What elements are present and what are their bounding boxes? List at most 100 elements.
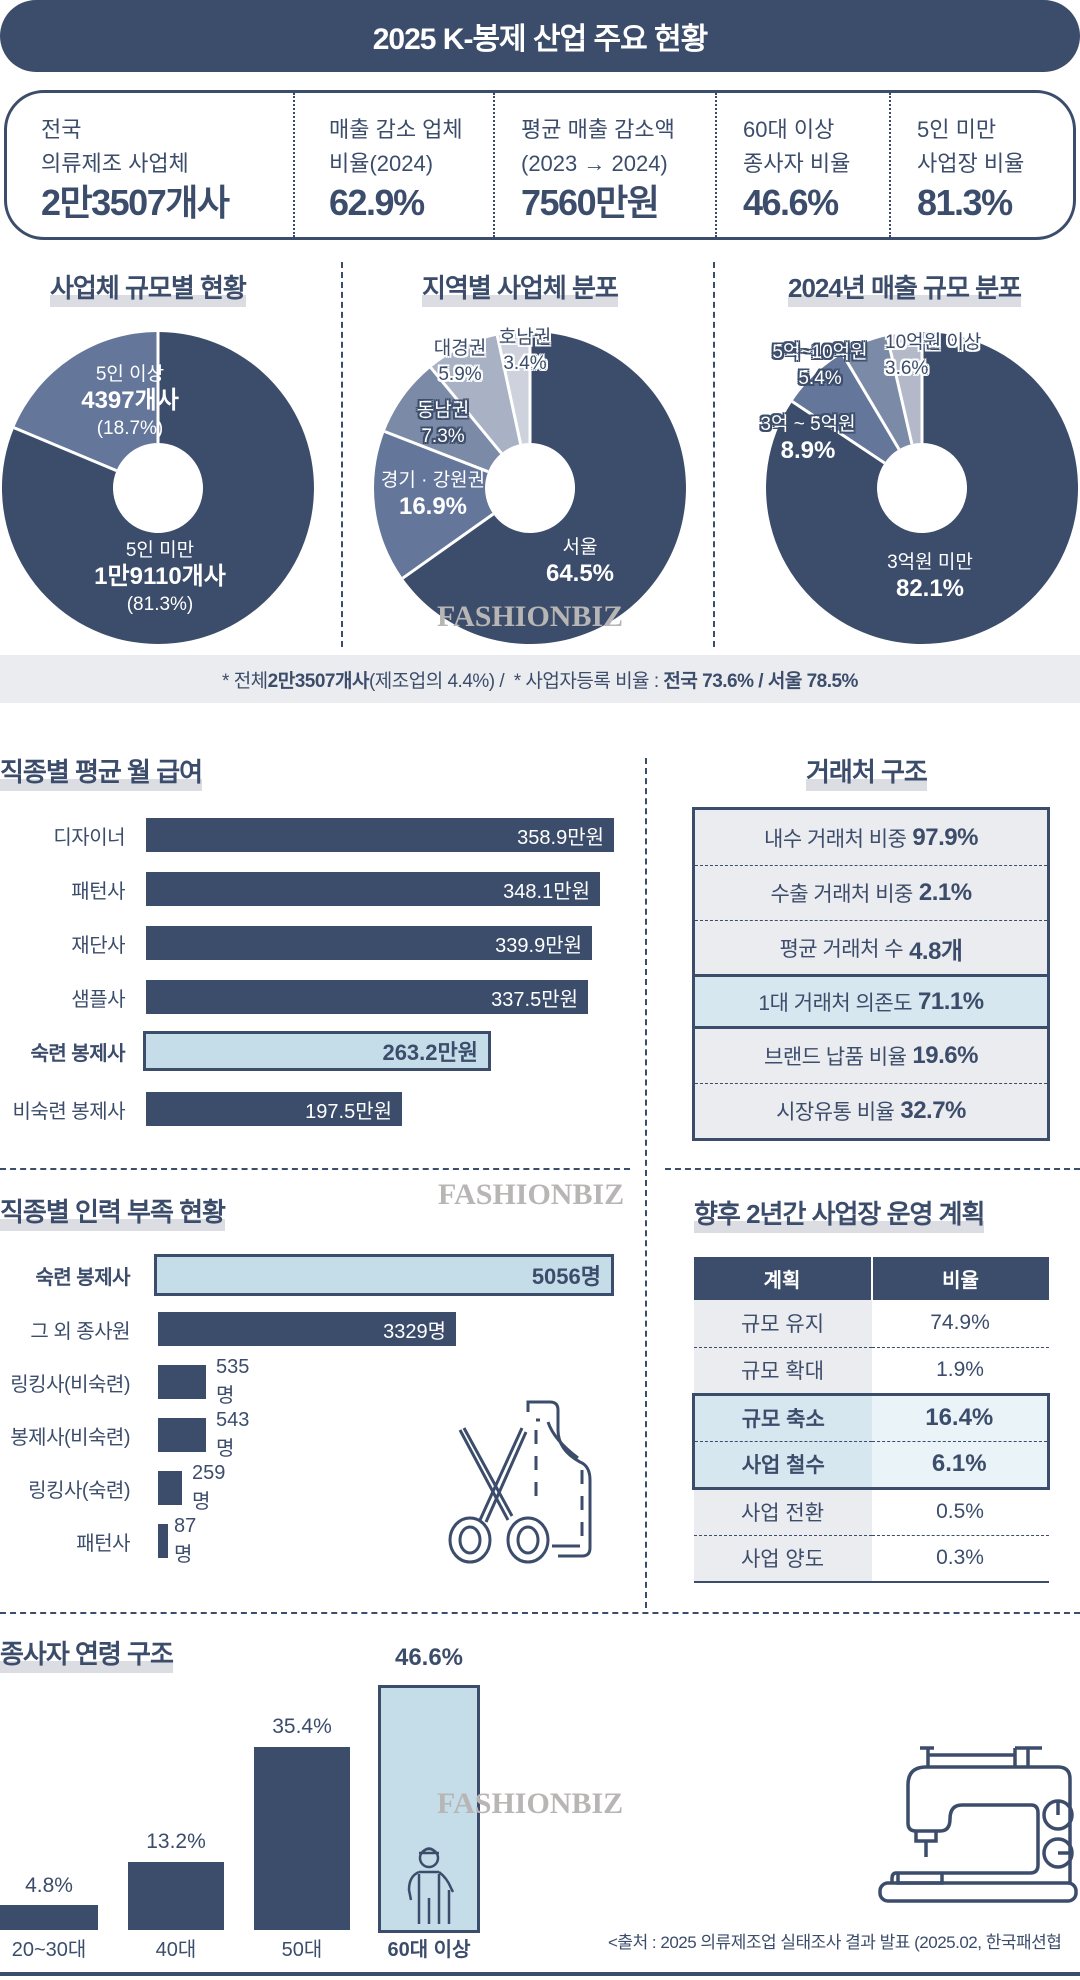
bar-row: 패턴사 348.1만원 <box>0 872 600 906</box>
slice-label-over10: 10억원 이상 3.6% <box>885 330 1015 382</box>
row-value: 4.8개 <box>909 937 963 965</box>
bar <box>158 1418 206 1452</box>
column-header-plan: 계획 <box>693 1257 872 1300</box>
slice-name: 5인 미만 <box>125 540 195 561</box>
slice-pct: 82.1% <box>895 575 965 602</box>
cell-ratio: 1.9% <box>871 1346 1049 1394</box>
note-text: (제조업의 4.4%) / * 사업자등록 비율 : <box>368 670 664 692</box>
kpi-label: 60대 이상 <box>743 117 835 142</box>
slice-pct: 3.6% <box>885 358 929 379</box>
bar-value: 543명 <box>216 1409 250 1460</box>
slice-label-under3: 3억원 미만 82.1% <box>870 550 990 604</box>
bar-label: 숙련 봉제사 <box>35 1266 130 1289</box>
scissors-pattern-icon <box>448 1400 592 1564</box>
row-label: 평균 거래처 수 <box>779 938 904 961</box>
slice-count: 4397개사 <box>81 387 179 414</box>
bar-value: 13.2% <box>146 1830 206 1853</box>
bar-20-30s <box>0 1905 98 1930</box>
divider <box>341 262 343 647</box>
page-title: 2025 K-봉제 산업 주요 현황 <box>0 0 1080 72</box>
bar-label: 숙련 봉제사 <box>30 1042 125 1065</box>
bar-label: 샘플사 <box>71 988 125 1011</box>
cell-plan: 사업 전환 <box>693 1487 872 1535</box>
bar <box>158 1471 182 1505</box>
slice-name: 동남권 <box>416 400 470 421</box>
kpi-summary: 전국 의류제조 사업체 2만3507개사 매출 감소 업체 비율(2024) 6… <box>4 90 1076 240</box>
bar <box>158 1524 168 1558</box>
slice-name: 5인 이상 <box>95 364 165 385</box>
bar-value: 535명 <box>216 1356 250 1407</box>
kpi-value: 62.9% <box>329 182 425 223</box>
kpi-over-60-ratio: 60대 이상 종사자 비율 46.6% <box>715 93 889 237</box>
section-title-age: 종사자 연령 구조 <box>0 1634 174 1673</box>
table-row: 규모 확대 1.9% <box>693 1346 1049 1394</box>
bar-highlighted: 263.2만원 <box>143 1031 491 1071</box>
slice-name: 3억 ~ 5억원 <box>760 414 856 435</box>
donut-chart-size <box>1 332 314 644</box>
row-value: 2.1% <box>918 879 972 906</box>
bar-value: 87명 <box>174 1515 197 1566</box>
row-value: 32.7% <box>900 1097 966 1124</box>
divider <box>645 758 647 1608</box>
kpi-under-5-ratio: 5인 미만 사업장 비율 81.3% <box>889 93 1073 237</box>
note-total: 2만3507개사 <box>267 670 370 692</box>
kpi-label: 사업장 비율 <box>917 151 1025 176</box>
slice-label-5to10: 5억~10억원 5.4% <box>755 340 885 392</box>
bar-label: 패턴사 <box>76 1532 130 1555</box>
slice-label-honam: 호남권 3.4% <box>480 325 570 377</box>
bar-value: 46.6% <box>394 1644 464 1671</box>
section-title-partners: 거래처 구조 <box>806 752 928 791</box>
kpi-label: (2023 → 2024) <box>521 151 668 176</box>
slice-name: 5억~10억원 <box>772 342 868 363</box>
age-bar-chart: 4.8% 13.2% 35.4% 46.6% <box>0 1600 500 1933</box>
kpi-value: 81.3% <box>917 182 1013 223</box>
slice-pct: 5.4% <box>798 368 842 389</box>
slice-pct: (18.7%) <box>96 418 164 439</box>
kpi-value: 2만3507개사 <box>41 182 230 223</box>
slice-pct: (81.3%) <box>126 594 194 615</box>
slice-name: 10억원 이상 <box>885 332 982 353</box>
source-citation: <출처 : 2025 의류제조업 실태조사 결과 발표 (2025.02, 한국… <box>608 1933 1062 1952</box>
partner-row: 수출 거래처 비중 2.1% <box>695 865 1047 920</box>
bar-highlighted: 5056명 <box>154 1254 614 1296</box>
table-row: 규모 유지 74.9% <box>693 1300 1049 1347</box>
bar-label: 비숙련 봉제사 <box>12 1100 126 1123</box>
cell-plan: 규모 축소 <box>692 1392 872 1441</box>
bar-60s-plus <box>378 1685 480 1933</box>
kpi-label: 전국 <box>41 117 82 142</box>
bar-value: 35.4% <box>272 1715 332 1738</box>
slice-pct: 7.3% <box>421 426 465 447</box>
bar-row: 숙련 봉제사 5056명 <box>0 1254 614 1296</box>
slice-label-dongnam: 동남권 7.3% <box>398 398 488 450</box>
slice-label-daegyeong: 대경권 5.9% <box>415 336 505 388</box>
bar-row: 그 외 종사원 3329명 <box>0 1312 456 1346</box>
divider <box>0 1612 1080 1614</box>
section-title-size: 사업체 규모별 현황 <box>50 268 247 307</box>
donut-chart-region <box>373 332 686 644</box>
row-label: 내수 거래처 비중 <box>764 827 907 851</box>
slice-name: 대경권 <box>433 338 487 359</box>
kpi-value: 46.6% <box>743 182 839 223</box>
slice-label-5plus: 5인 이상 4397개사 (18.7%) <box>60 362 200 442</box>
divider <box>665 1168 1080 1170</box>
slice-pct: 8.9% <box>780 437 836 464</box>
cell-plan: 규모 확대 <box>693 1346 872 1394</box>
slice-pct: 5.9% <box>438 364 482 385</box>
sewing-machine-icon <box>878 1746 1078 1903</box>
watermark: FASHIONBIZ <box>437 600 624 633</box>
table-row-highlighted: 규모 축소 16.4% <box>692 1392 1050 1441</box>
axis-label: 50대 <box>281 1939 323 1961</box>
slice-label-under5: 5인 미만 1만9110개사 (81.3%) <box>85 538 235 618</box>
cell-ratio: 74.9% <box>930 1311 990 1335</box>
partner-row: 내수 거래처 비중 97.9% <box>695 810 1047 865</box>
bar-50s <box>254 1747 350 1930</box>
kpi-total-businesses: 전국 의류제조 사업체 2만3507개사 <box>7 93 293 237</box>
slice-label-seoul: 서울 64.5% <box>530 535 630 589</box>
divider <box>713 262 715 647</box>
row-value: 97.9% <box>912 823 978 851</box>
slice-pct: 3.4% <box>503 353 547 374</box>
bar-label: 링킹사(숙련) <box>28 1479 130 1502</box>
note-registration: 전국 73.6% / 서울 78.5% <box>663 670 858 692</box>
row-label: 수출 거래처 비중 <box>770 883 913 906</box>
cell-plan: 사업 양도 <box>693 1534 872 1583</box>
